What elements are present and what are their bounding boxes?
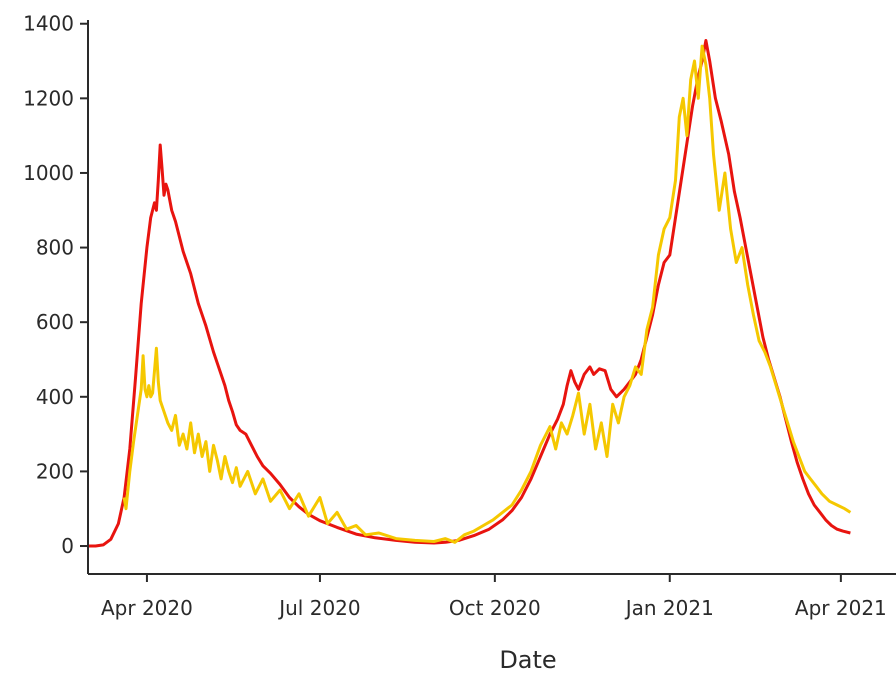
series-layer	[88, 39, 852, 548]
y-axis-ticks: 0 200 400 600 800 1000 1200 1400	[23, 12, 88, 558]
y-tick-label: 0	[61, 534, 74, 558]
x-tick-label: Jul 2020	[277, 596, 360, 620]
x-axis-title: Date	[499, 646, 556, 673]
x-tick-label: Apr 2020	[101, 596, 193, 620]
y-tick-label: 1000	[23, 161, 74, 185]
series-line-1	[122, 44, 852, 544]
x-tick-label: Oct 2020	[449, 596, 541, 620]
y-tick-label: 200	[36, 459, 74, 483]
series-line-0	[88, 39, 851, 548]
x-tick-label: Jan 2021	[624, 596, 714, 620]
y-tick-label: 1400	[23, 12, 74, 36]
y-tick-label: 800	[36, 236, 74, 260]
y-tick-label: 1200	[23, 86, 74, 110]
y-tick-label: 400	[36, 385, 74, 409]
x-axis-ticks: Apr 2020 Jul 2020 Oct 2020 Jan 2021 Apr 2021	[101, 574, 887, 620]
y-tick-label: 600	[36, 310, 74, 334]
x-tick-label: Apr 2021	[795, 596, 887, 620]
